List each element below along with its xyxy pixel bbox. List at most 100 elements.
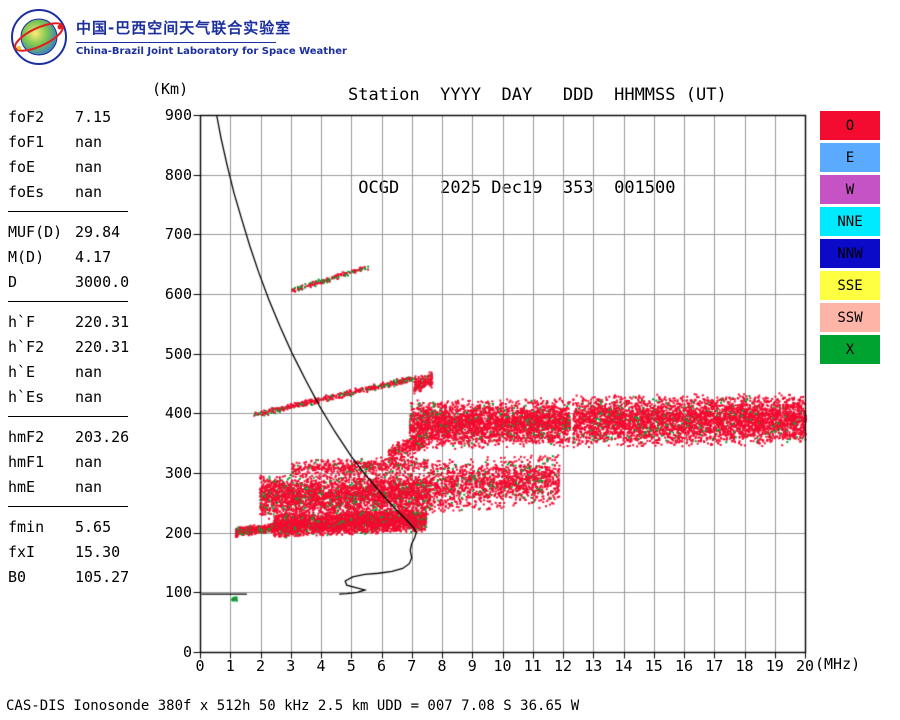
- param-row: M(D) 4.17: [8, 244, 148, 269]
- x-tick-label: 4: [316, 657, 326, 675]
- y-tick-label: 100: [164, 583, 192, 602]
- x-tick-label: 6: [376, 657, 387, 675]
- param-row: h`Es nan: [8, 384, 148, 409]
- x-tick-label: 10: [493, 657, 512, 675]
- x-tick-label: 5: [346, 657, 356, 675]
- lab-title-en: China-Brazil Joint Laboratory for Space …: [76, 46, 347, 57]
- x-axis-unit: (MHz): [815, 655, 861, 673]
- x-tick-label: 13: [584, 657, 603, 675]
- param-label: fmin: [8, 517, 45, 536]
- param-value: 105.27: [75, 567, 130, 586]
- legend-item-nne: NNE: [820, 207, 880, 236]
- param-label: fxI: [8, 542, 36, 561]
- ionogram-plot: [190, 110, 815, 662]
- y-tick-label: 400: [164, 404, 192, 423]
- x-tick-label: 20: [795, 657, 815, 675]
- x-tick-label: 0: [195, 657, 205, 675]
- x-tick-label: 3: [286, 657, 296, 675]
- param-row: hmE nan: [8, 474, 148, 499]
- x-tick-label: 16: [674, 657, 694, 675]
- x-tick-label: 7: [407, 657, 417, 675]
- x-tick-label: 11: [523, 657, 542, 675]
- param-value: 4.17: [75, 247, 112, 266]
- param-value: nan: [75, 362, 103, 381]
- lab-logo: 中国-巴西空间天气联合实验室 China-Brazil Joint Labora…: [10, 8, 347, 66]
- param-value: 15.30: [75, 542, 121, 561]
- logo-divider: [76, 42, 276, 43]
- legend-item-ssw: SSW: [820, 303, 880, 332]
- y-tick-label: 200: [164, 523, 192, 542]
- param-value: 7.15: [75, 107, 112, 126]
- param-value: nan: [75, 477, 103, 496]
- param-row: hmF1 nan: [8, 449, 148, 474]
- param-row: foF1 nan: [8, 129, 148, 154]
- echo-type-legend: O E W NNE NNW SSE SSW X: [820, 111, 880, 367]
- lab-title-cn: 中国-巴西空间天气联合实验室: [76, 19, 292, 37]
- param-label: hmE: [8, 477, 36, 496]
- param-value: 203.26: [75, 427, 130, 446]
- parameter-panel: foF2 7.15 foF1 nan foE nan foEs nan MUF(D) 29.84 M…: [8, 104, 148, 589]
- y-tick-label: 600: [164, 285, 192, 303]
- x-tick-label: 9: [467, 657, 477, 675]
- param-value: nan: [75, 182, 103, 201]
- legend-item-w: W: [820, 175, 880, 204]
- param-value: 220.31: [75, 337, 130, 356]
- legend-item-o: O: [820, 111, 880, 140]
- footer-status: CAS-DIS Ionosonde 380f x 512h 50 kHz 2.5…: [6, 698, 580, 714]
- param-value: nan: [75, 387, 103, 406]
- param-row: fmin 5.65: [8, 514, 148, 539]
- param-label: foF2: [8, 107, 45, 126]
- station-header-row: Station YYYY DAY DDD HHMMSS (UT): [348, 85, 727, 105]
- param-label: foF1: [8, 132, 45, 151]
- param-row: hmF2 203.26: [8, 424, 148, 449]
- y-tick-label: 900: [164, 106, 192, 124]
- param-row: h`F 220.31: [8, 309, 148, 334]
- param-label: D: [8, 272, 18, 291]
- param-label: B0: [8, 567, 27, 586]
- param-row: foE nan: [8, 154, 148, 179]
- param-separator: [8, 506, 128, 507]
- param-row: fxI 15.30: [8, 539, 148, 564]
- x-tick-label: 19: [765, 657, 784, 675]
- param-label: MUF(D): [8, 222, 63, 241]
- param-separator: [8, 211, 128, 212]
- param-row: MUF(D) 29.84: [8, 219, 148, 244]
- param-value: nan: [75, 132, 103, 151]
- x-tick-label: 12: [553, 657, 573, 675]
- param-row: D 3000.0: [8, 269, 148, 294]
- param-label: foEs: [8, 182, 45, 201]
- param-value: 220.31: [75, 312, 130, 331]
- param-row: foEs nan: [8, 179, 148, 204]
- param-label: hmF2: [8, 427, 45, 446]
- x-tick-label: 18: [735, 657, 754, 675]
- lab-logo-icon: [11, 9, 67, 65]
- param-label: foE: [8, 157, 36, 176]
- param-separator: [8, 301, 128, 302]
- param-value: 3000.0: [75, 272, 130, 291]
- y-tick-label: 700: [164, 225, 192, 244]
- legend-item-sse: SSE: [820, 271, 880, 300]
- param-value: 29.84: [75, 222, 121, 241]
- y-axis-unit: (Km): [152, 80, 189, 98]
- param-value: nan: [75, 157, 103, 176]
- x-tick-label: 15: [644, 657, 663, 675]
- y-tick-label: 0: [182, 643, 192, 661]
- param-value: nan: [75, 452, 103, 471]
- param-row: foF2 7.15: [8, 104, 148, 129]
- param-value: 5.65: [75, 517, 112, 536]
- param-label: h`Es: [8, 387, 45, 406]
- param-label: hmF1: [8, 452, 45, 471]
- x-tick-label: 17: [705, 657, 724, 675]
- legend-item-nnw: NNW: [820, 239, 880, 268]
- param-row: h`E nan: [8, 359, 148, 384]
- param-label: M(D): [8, 247, 45, 266]
- x-tick-label: 14: [614, 657, 633, 675]
- y-tick-label: 800: [164, 165, 192, 184]
- param-separator: [8, 416, 128, 417]
- y-tick-label: 500: [164, 344, 192, 363]
- param-label: h`E: [8, 362, 36, 381]
- param-label: h`F2: [8, 337, 45, 356]
- x-tick-label: 2: [255, 657, 266, 675]
- legend-item-x: X: [820, 335, 880, 364]
- param-row: h`F2 220.31: [8, 334, 148, 359]
